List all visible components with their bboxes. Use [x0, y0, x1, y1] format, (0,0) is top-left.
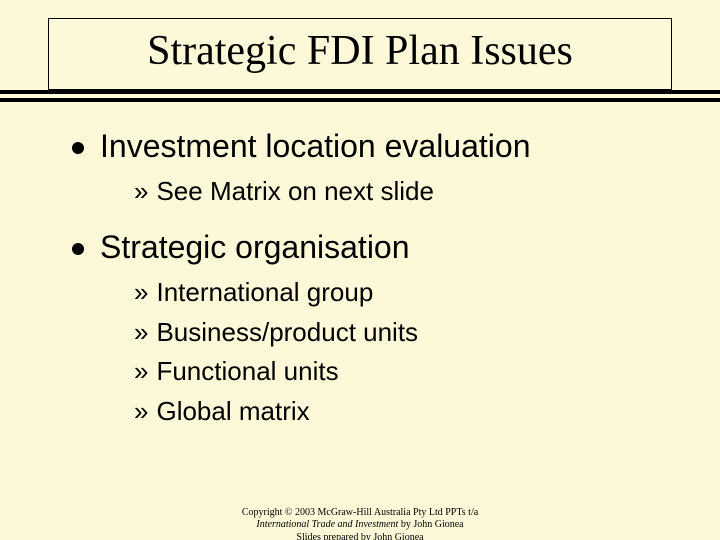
sub-list: » International group » Business/product…	[134, 276, 720, 429]
arrow-icon: »	[134, 316, 148, 350]
list-item: » See Matrix on next slide	[134, 175, 720, 209]
arrow-icon: »	[134, 395, 148, 429]
arrow-icon: »	[134, 355, 148, 389]
footer-line-1: Copyright © 2003 McGraw-Hill Australia P…	[0, 507, 720, 520]
list-item: » Global matrix	[134, 395, 720, 429]
title-underline-rule	[0, 90, 720, 102]
footer-italic-title: International Trade and Investment	[256, 519, 398, 530]
footer-author: by John Gionea	[398, 519, 463, 530]
main-item-text: Investment location evaluation	[100, 128, 530, 165]
sub-item-text: Global matrix	[156, 395, 309, 429]
title-container: Strategic FDI Plan Issues	[48, 18, 672, 90]
sub-item-text: International group	[156, 276, 373, 310]
arrow-icon: »	[134, 276, 148, 310]
sub-item-text: See Matrix on next slide	[156, 175, 433, 209]
content-area: Investment location evaluation » See Mat…	[0, 102, 720, 429]
sub-item-text: Business/product units	[156, 316, 418, 350]
bullet-icon	[72, 243, 84, 255]
slide-title: Strategic FDI Plan Issues	[49, 27, 671, 75]
sub-item-text: Functional units	[156, 355, 338, 389]
copyright-footer: Copyright © 2003 McGraw-Hill Australia P…	[0, 507, 720, 540]
arrow-icon: »	[134, 175, 148, 209]
list-item: Strategic organisation	[72, 229, 720, 266]
bullet-icon	[72, 142, 84, 154]
list-item: » Functional units	[134, 355, 720, 389]
sub-list: » See Matrix on next slide	[134, 175, 720, 209]
footer-line-3: Slides prepared by John Gionea	[0, 532, 720, 540]
main-item-text: Strategic organisation	[100, 229, 410, 266]
list-item: » Business/product units	[134, 316, 720, 350]
list-item: » International group	[134, 276, 720, 310]
list-item: Investment location evaluation	[72, 128, 720, 165]
footer-line-2: International Trade and Investment by Jo…	[0, 519, 720, 532]
